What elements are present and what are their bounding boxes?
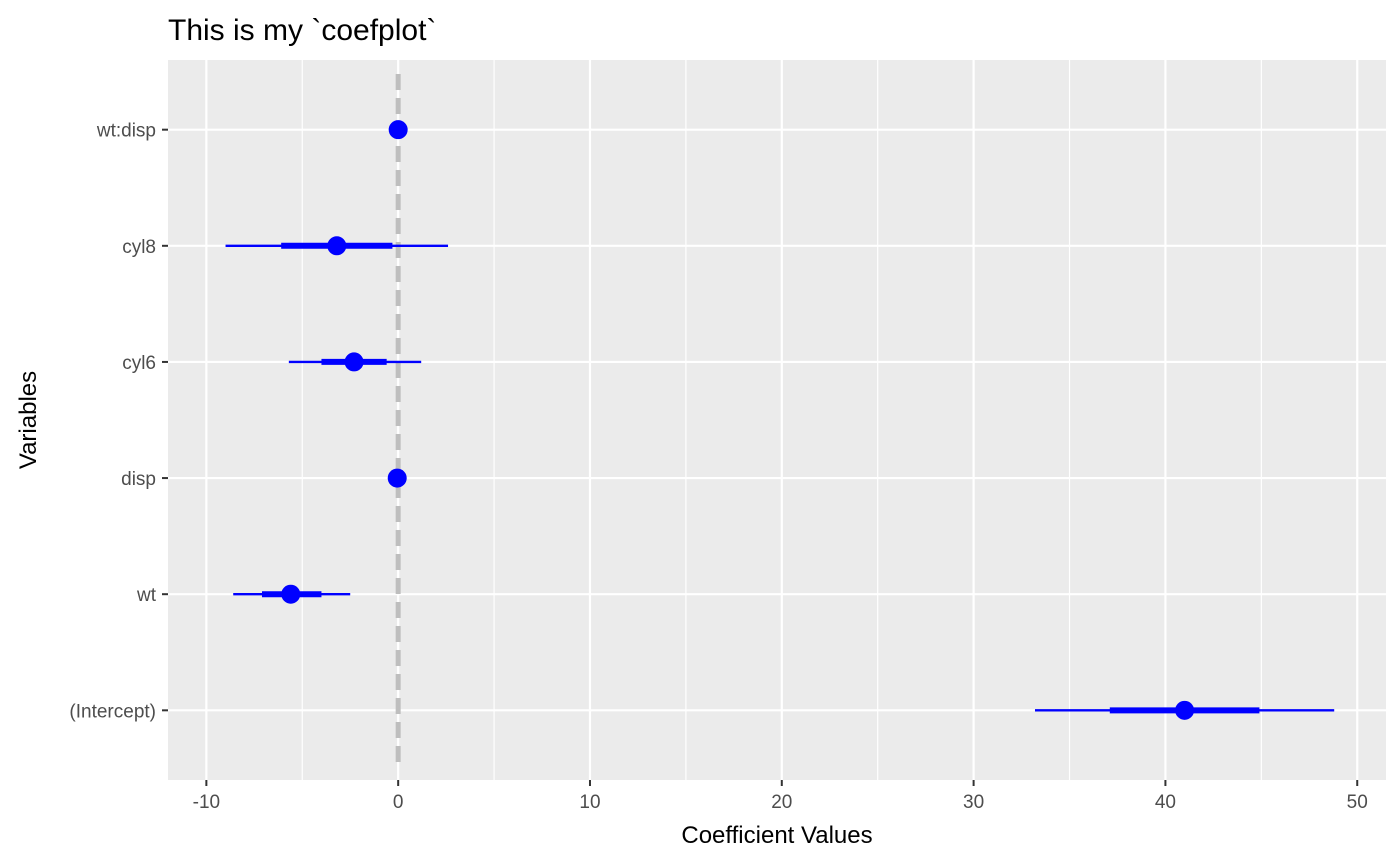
y-tick-label: wt:disp — [96, 121, 156, 142]
minor-gridlines — [301, 60, 1262, 780]
point-(Intercept) — [1175, 700, 1195, 720]
point-wt:disp — [388, 120, 408, 140]
x-tick-label: 10 — [579, 792, 600, 813]
y-axis: (Intercept) wt disp cyl6 cyl8 wt:disp — [69, 121, 168, 722]
point-cyl6 — [344, 352, 364, 372]
y-tick-label: (Intercept) — [69, 701, 156, 722]
x-tick-label: 50 — [1347, 792, 1368, 813]
x-tick-label: 30 — [963, 792, 984, 813]
x-tick-label: 20 — [771, 792, 792, 813]
point-wt — [281, 584, 301, 604]
x-tick-label: -10 — [193, 792, 220, 813]
y-tick-label: disp — [121, 469, 156, 490]
point-cyl8 — [327, 236, 347, 256]
y-tick-label: cyl8 — [122, 237, 156, 258]
x-tick-label: 0 — [393, 792, 404, 813]
x-tick-label: 40 — [1155, 792, 1176, 813]
y-tick-label: wt — [136, 585, 157, 606]
chart-title: This is my `coefplot` — [168, 14, 436, 47]
x-axis: -10 0 10 20 30 40 50 — [193, 780, 1368, 813]
y-axis-title: Variables — [15, 371, 42, 469]
point-disp — [387, 468, 407, 488]
coefficient-marks — [225, 120, 1335, 720]
x-axis-title: Coefficient Values — [681, 822, 872, 849]
plot-panel — [168, 60, 1386, 780]
y-tick-label: cyl6 — [122, 353, 156, 374]
